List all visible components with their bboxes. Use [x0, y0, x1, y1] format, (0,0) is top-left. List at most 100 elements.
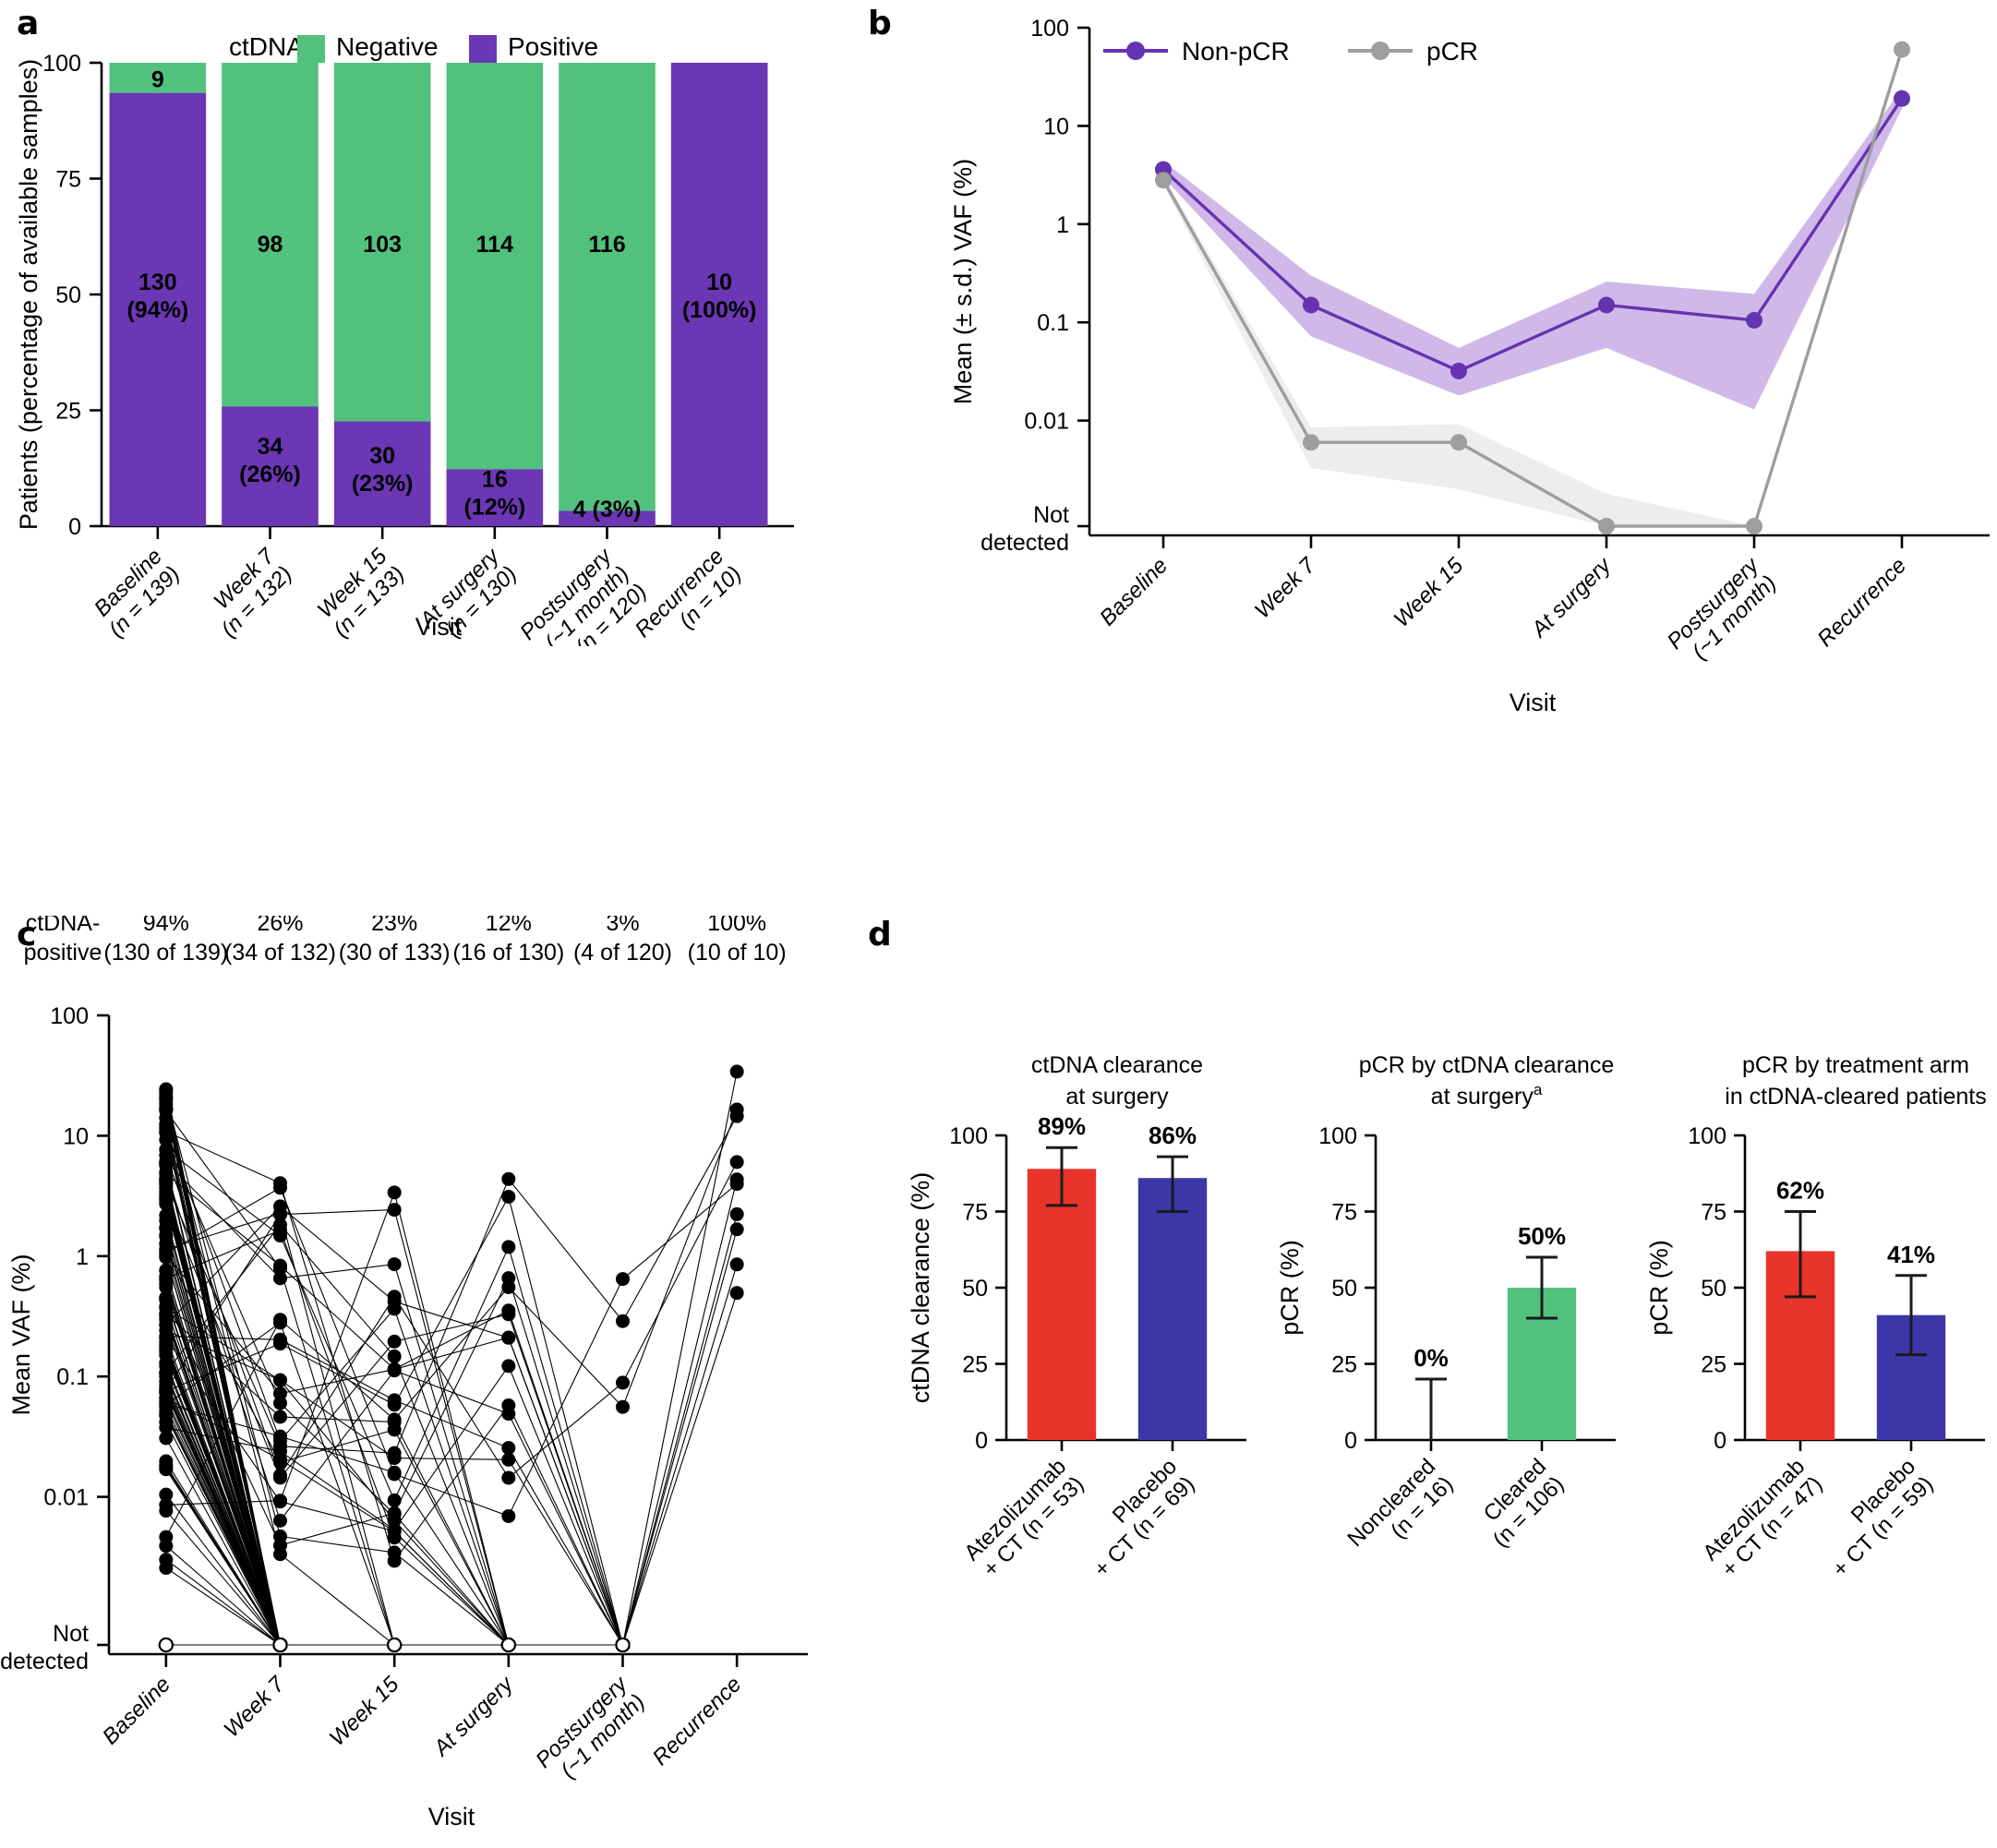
y-tick-label: 100 — [1318, 1123, 1357, 1149]
bar-label-negative: 114 — [476, 232, 513, 258]
trajectory-line — [165, 1494, 281, 1646]
trajectory-line — [622, 1183, 738, 1280]
trajectory-line — [393, 1209, 510, 1646]
svg-text:Recurrence: Recurrence — [648, 1672, 747, 1770]
trajectory-line — [280, 1264, 395, 1279]
svg-text:Week 7: Week 7 — [1250, 552, 1321, 623]
bar-label-positive: 4 (3%) — [573, 497, 642, 522]
data-point — [159, 1120, 174, 1134]
panel-b-letter: b — [868, 5, 892, 42]
data-point — [273, 1396, 287, 1410]
trajectory-line — [393, 1192, 510, 1646]
x-tick-label: Postsurgery(~1 month) — [531, 1671, 650, 1783]
y-tick-label-not-detected: detected — [0, 1649, 89, 1674]
trajectory-line — [280, 1435, 395, 1473]
header-percent: 3% — [606, 916, 639, 936]
data-point — [159, 1086, 174, 1100]
x-tick-label: Postsurgery(~1 month) — [1663, 552, 1782, 665]
bar-label-negative: 98 — [258, 232, 283, 258]
data-point — [273, 1513, 287, 1528]
data-point — [159, 1174, 174, 1189]
trajectory-line — [280, 1501, 395, 1532]
data-point — [159, 1504, 174, 1518]
data-point-not-detected — [387, 1638, 403, 1652]
y-tick-label: 75 — [962, 1200, 988, 1226]
trajectory-line — [508, 1459, 623, 1646]
bar-label-positive: (94%) — [126, 297, 188, 323]
trajectory-line — [165, 1182, 282, 1646]
y-tick-label: 0 — [1344, 1428, 1357, 1454]
trajectory-line — [621, 1214, 738, 1646]
trajectory-line — [165, 1103, 282, 1646]
data-point — [159, 1487, 174, 1502]
data-point — [159, 1377, 174, 1392]
trajectory-line — [165, 1545, 281, 1646]
legend-swatch-negative — [297, 35, 325, 63]
data-point — [387, 1257, 402, 1272]
x-tick-label: Week 15 — [325, 1672, 404, 1751]
y-tick-label: 0.1 — [56, 1364, 89, 1390]
bar-segment-negative — [333, 63, 431, 422]
data-point — [729, 1155, 744, 1170]
trajectory-line — [621, 1229, 738, 1646]
svg-text:Recurrence: Recurrence — [1812, 553, 1911, 652]
legend-swatch-positive — [469, 35, 497, 63]
trajectory-line — [508, 1196, 624, 1646]
bar-segment-positive — [109, 92, 207, 526]
data-point — [159, 1230, 174, 1244]
svg-text:At surgery: At surgery — [427, 1671, 519, 1762]
y-tick-label: 0 — [975, 1428, 988, 1454]
stacked-bar — [109, 63, 207, 526]
data-point — [273, 1452, 287, 1467]
bar-label-positive: (23%) — [352, 471, 414, 497]
panel-d-subchart: ctDNA clearance at surgery 0 25 50 75 100 89% At… — [907, 1052, 1246, 1582]
header-fraction: (10 of 10) — [688, 940, 787, 966]
trajectory-line — [165, 1196, 282, 1646]
bar-label-negative: 9 — [151, 67, 164, 93]
trajectory-line — [393, 1278, 510, 1514]
trajectory-line — [279, 1213, 395, 1646]
legend-label-pcr: pCR — [1426, 37, 1478, 66]
data-point — [1155, 172, 1172, 189]
x-tick-label: Cleared(n = 106) — [1479, 1454, 1570, 1553]
header-row-label: positive — [24, 940, 102, 966]
header-fraction: (16 of 130) — [452, 940, 564, 966]
y-tick-label: 0 — [68, 514, 81, 540]
bar-value-label: 86% — [1149, 1122, 1197, 1149]
error-bar — [1895, 1274, 1927, 1357]
bar-segment-negative — [222, 63, 319, 407]
trajectory-line — [393, 1356, 510, 1646]
trajectory-line — [280, 1416, 395, 1423]
y-tick-label: 10 — [63, 1123, 89, 1149]
trajectory-line — [508, 1365, 624, 1646]
legend-title: ctDNA — [229, 32, 304, 61]
x-tick-label: Recurrence — [648, 1672, 747, 1770]
x-tick-label: At surgery — [427, 1671, 519, 1762]
x-tick-label: Recurrence — [1812, 553, 1911, 652]
trajectory-line — [165, 1270, 282, 1646]
trajectory-line — [621, 1109, 738, 1408]
panel-d-letter: d — [868, 916, 892, 954]
bar — [1027, 1169, 1097, 1440]
data-point — [273, 1373, 287, 1387]
data-point — [273, 1547, 287, 1562]
trajectory-line — [279, 1235, 395, 1501]
trajectory-line — [508, 1382, 623, 1479]
x-tick-label: Week 15 — [1389, 553, 1468, 632]
bar-label-positive: 34 — [258, 434, 283, 460]
trajectory-line — [622, 1115, 738, 1322]
trajectory-line — [393, 1365, 510, 1530]
legend-marker-pcr — [1371, 42, 1389, 60]
legend-marker-nonpcr — [1126, 42, 1145, 60]
trajectory-line — [280, 1458, 395, 1532]
error-bar — [1526, 1255, 1558, 1320]
y-tick-label: 1 — [1056, 212, 1069, 238]
y-tick-label: 100 — [949, 1123, 988, 1149]
bar — [1137, 1178, 1208, 1440]
legend-label-positive: Positive — [508, 32, 598, 61]
data-point — [387, 1398, 402, 1412]
y-tick-label: 100 — [42, 51, 81, 77]
trajectory-line — [165, 1131, 281, 1184]
data-point — [1450, 362, 1467, 379]
